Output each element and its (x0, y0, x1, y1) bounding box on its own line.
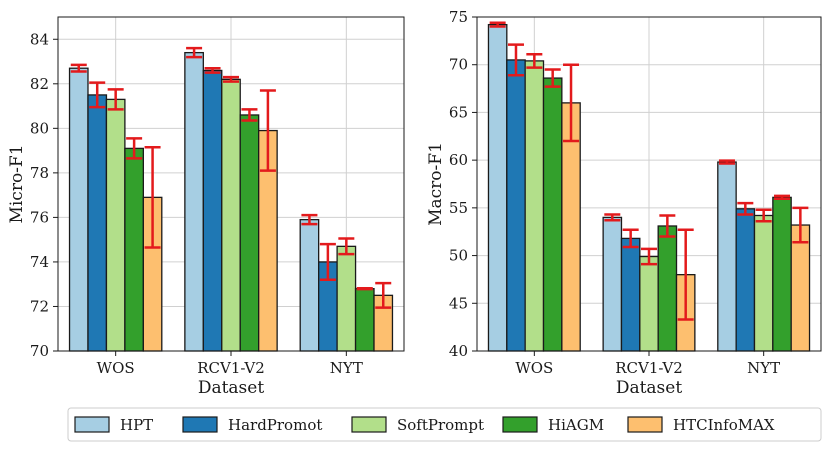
bar (68, 67, 89, 352)
y-tick-label: 78 (30, 164, 49, 182)
y-tick-label: 76 (30, 208, 49, 226)
bar (753, 214, 774, 352)
bar (221, 78, 241, 352)
bar (602, 216, 623, 352)
legend-swatch (627, 416, 663, 433)
legend-swatch (351, 416, 387, 433)
y-tick-label: 72 (30, 297, 49, 315)
legend-swatch (502, 416, 538, 433)
legend-frame (67, 407, 822, 442)
y-axis-label: Micro-F1 (7, 144, 27, 223)
legend-label: HardPromot (228, 416, 322, 434)
bar (639, 255, 659, 352)
bar (790, 224, 811, 352)
micro-f1-chart: 70 72 74 76 78 80 82 84 WOS RCV1-V2 NYT Dataset Micr… (7, 16, 405, 398)
bar (542, 77, 563, 352)
macro-f1-chart: 40 45 50 55 60 65 70 75 WOS RCV1-V2 NYT Dataset Macr… (426, 8, 822, 398)
bar (105, 98, 126, 352)
bar (735, 208, 756, 352)
y-tick-label: 82 (30, 75, 49, 93)
x-tick-label: NYT (747, 359, 780, 377)
legend-swatch (182, 416, 218, 433)
bar (620, 237, 641, 352)
legend-label: HiAGM (548, 416, 604, 434)
y-tick-label: 75 (449, 8, 468, 26)
y-tick-label: 80 (30, 119, 49, 137)
bar (657, 225, 678, 352)
y-tick-label: 40 (449, 342, 468, 360)
legend-label: HTCInfoMAX (673, 416, 775, 434)
bar (299, 218, 320, 352)
x-axis-label: Dataset (198, 378, 265, 398)
y-tick-label: 50 (449, 247, 468, 265)
bar (239, 114, 260, 352)
y-tick-label: 55 (449, 199, 468, 217)
x-tick-label: WOS (515, 359, 553, 377)
plot-frame (57, 16, 405, 352)
bar (336, 245, 357, 352)
x-tick-label: NYT (330, 359, 363, 377)
legend: HPT HardPromot SoftPrompt HiAGM HTCInfoMAX (67, 407, 822, 442)
bar (202, 69, 223, 352)
y-axis-label: Macro-F1 (426, 142, 446, 226)
y-tick-label: 70 (449, 56, 468, 74)
bar (87, 94, 108, 352)
bar (354, 288, 375, 352)
bar (506, 59, 526, 352)
x-axis-label: Dataset (616, 378, 683, 398)
legend-label: SoftPrompt (397, 416, 484, 434)
plot-frame (476, 16, 822, 352)
bar (524, 60, 545, 352)
y-tick-label: 74 (30, 253, 49, 271)
bar (487, 23, 508, 352)
y-tick-label: 65 (449, 103, 468, 121)
legend-swatch (74, 416, 110, 433)
bar (772, 196, 792, 352)
y-tick-label: 45 (449, 294, 468, 312)
y-tick-label: 84 (30, 30, 49, 48)
x-tick-label: RCV1-V2 (197, 359, 265, 377)
bar (184, 51, 204, 352)
y-tick-label: 60 (449, 151, 468, 169)
bar (717, 161, 737, 352)
bar (124, 147, 144, 352)
y-tick-label: 70 (30, 342, 49, 360)
x-tick-label: WOS (97, 359, 135, 377)
x-tick-label: RCV1-V2 (615, 359, 683, 377)
legend-label: HPT (120, 416, 153, 434)
